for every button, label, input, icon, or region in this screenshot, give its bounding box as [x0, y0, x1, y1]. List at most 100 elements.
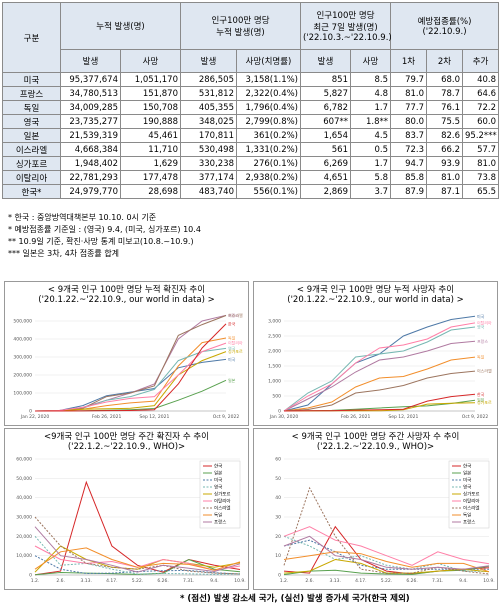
- series-line: [283, 539, 489, 570]
- chart: < 9개국 인구 100만 명당 누적 확진자 추이('20.1.22.~'22…: [13, 284, 243, 420]
- value-cell: 6,782: [300, 100, 351, 115]
- chart-title: ('22.1.2.~'22.10.9., WHO)>: [68, 442, 185, 452]
- value-cell: 77.7: [390, 100, 427, 115]
- table-row: 한국* 24,979,770 28,698 483,740 556(0.1%) 2,869…: [2, 184, 500, 199]
- value-cell: 330,238: [180, 156, 237, 171]
- note: ** 10.9일 기준, 확진·사망 통계 미보고(10.8.~10.9.): [8, 237, 194, 246]
- x-tick-label: 7.31.: [183, 578, 194, 584]
- value-cell: 81.0: [426, 170, 463, 185]
- line-label: 이스라엘: [228, 312, 243, 318]
- chart-panel: < 9개국 인구 100만 명당 주간 사망자 수 추이 ('22.1.2.~'2…: [253, 428, 498, 590]
- subheader-cell: 추가: [461, 49, 500, 73]
- chart-title: < 9개국 인구 100만 명당 주간 사망자 수 추이: [292, 431, 460, 442]
- y-tick-label: 100,000: [13, 391, 32, 397]
- header-row: 구분 누적 발생(명) 인구100만 명당 누적 발생(명) 인구100만 명당 최근…: [2, 2, 500, 73]
- header-cell: 예방접종률(%) ('22.10.9.): [389, 2, 500, 50]
- table-row: 이스라엘 4,668,384 11,710 530,498 1,331(0.2%) 561…: [2, 142, 500, 157]
- value-cell: 1,051,170: [120, 72, 181, 87]
- x-tick-label: Jan 22, 2020: [20, 414, 50, 420]
- subheader-cell: 1차: [390, 49, 427, 73]
- line-label: 독일: [228, 335, 236, 341]
- y-tick-label: 40: [275, 495, 281, 501]
- x-tick-label: 1.2.: [280, 578, 289, 584]
- value-cell: 34,009,285: [60, 100, 121, 115]
- x-tick-label: 6.26.: [406, 578, 417, 584]
- y-tick-label: 0: [278, 573, 281, 579]
- value-cell: 561: [300, 142, 351, 157]
- value-cell: 87.9: [390, 184, 427, 199]
- y-tick-label: 30,000: [16, 515, 32, 521]
- y-tick-label: 2,000: [268, 349, 281, 355]
- country-cell: 일본: [2, 128, 61, 143]
- value-cell: 40.8: [461, 72, 500, 87]
- x-tick-label: Jan 30, 2020: [269, 414, 299, 420]
- value-cell: 405,355: [180, 100, 237, 115]
- value-cell: 95,377,674: [60, 72, 121, 87]
- chart-title: < 9개국 인구 100만 명당 누적 사망자 추이: [297, 284, 454, 295]
- chart-panel: < 9개국 인구 100만 명당 누적 사망자 추이 ('20.1.22.~'22…: [253, 281, 498, 426]
- y-tick-label: 500,000: [13, 319, 32, 325]
- value-cell: 1,796(0.4%): [236, 100, 301, 115]
- chart-title: ('20.1.22.~'22.10.9., our world in data)…: [287, 295, 463, 305]
- chart-title: ('22.1.2.~'22.10.9., WHO)>: [317, 442, 434, 452]
- legend-label: 프랑스: [463, 519, 475, 526]
- subheader-cell: 사망(치명률): [236, 49, 301, 73]
- value-cell: 2,322(0.4%): [236, 86, 301, 101]
- subheader-cell: 2차: [426, 49, 463, 73]
- value-cell: 1.7: [350, 100, 391, 115]
- header-cell: 인구100만 명당 최근 7일 발생(명) ('22.10.3.~'22.10.…: [300, 2, 392, 50]
- value-cell: 190,888: [120, 114, 181, 129]
- footnote: * (점선) 발생 감소세 국가, (실선) 발생 증가세 국가(한국 제외): [180, 594, 410, 604]
- value-cell: 4,668,384: [60, 142, 121, 157]
- value-cell: 72.3: [390, 142, 427, 157]
- series-line: [283, 535, 490, 572]
- subheader-cell: 사망: [120, 49, 181, 73]
- value-cell: 34,780,513: [60, 86, 121, 101]
- chart: < 9개국 인구 100만 명당 누적 사망자 추이('20.1.22.~'22…: [268, 284, 492, 420]
- line-label: 싱가포르: [477, 399, 492, 405]
- x-tick-label: 9.4.: [210, 578, 219, 584]
- x-tick-label: 9.4.: [459, 578, 468, 584]
- y-tick-label: 400,000: [13, 337, 32, 343]
- chart: <9개국 인구 100만 명당 주간 확진자 수 추이('22.1.2.~'22…: [16, 431, 245, 584]
- line-label: 한국: [477, 391, 485, 397]
- table-row: 싱가포르 1,948,402 1,629 330,238 276(0.1%) 6,269 1…: [2, 156, 500, 171]
- series-line: [35, 379, 227, 412]
- legend-label: 일본: [214, 470, 222, 477]
- note: *** 일본은 3차, 4차 접종률 합계: [8, 249, 120, 258]
- value-cell: 150,708: [120, 100, 181, 115]
- series-line: [34, 526, 241, 573]
- series-line: [35, 323, 227, 412]
- y-tick-label: 2,500: [268, 334, 281, 340]
- subheader-cell: 사망: [350, 49, 391, 73]
- value-cell: 851: [300, 72, 351, 87]
- x-tick-label: 3.13.: [330, 578, 341, 584]
- value-cell: 3,158(1.1%): [236, 72, 301, 87]
- y-tick-label: 0: [29, 409, 32, 415]
- chart-panel: < 9개국 인구 100만 명당 누적 확진자 추이 ('20.1.22.~'22…: [4, 281, 249, 426]
- x-tick-label: Feb 26, 2021: [341, 414, 371, 420]
- series-line: [283, 486, 490, 575]
- value-cell: 3.7: [350, 184, 391, 199]
- x-tick-label: Sep 12, 2021: [139, 414, 169, 420]
- value-cell: 93.9: [426, 156, 463, 171]
- legend-label: 한국: [214, 464, 222, 470]
- value-cell: 276(0.1%): [236, 156, 301, 171]
- line-label: 일본: [228, 377, 236, 383]
- series-line: [34, 535, 241, 575]
- value-cell: 8.5: [350, 72, 391, 87]
- value-cell: 60.0: [461, 114, 500, 129]
- y-tick-label: 60,000: [16, 457, 32, 463]
- value-cell: 361(0.2%): [236, 128, 301, 143]
- legend-label: 싱가포르: [214, 491, 231, 498]
- legend-label: 한국: [463, 464, 471, 470]
- header-cell: 구분: [2, 2, 61, 73]
- value-cell: 79.7: [390, 72, 427, 87]
- value-cell: 1,654: [300, 128, 351, 143]
- x-tick-label: 1.2.: [31, 578, 40, 584]
- chart-title: <9개국 인구 100만 명당 주간 확진자 수 추이: [44, 431, 209, 442]
- value-cell: 4,651: [300, 170, 351, 185]
- notes: * 한국 : 중앙방역대책본부 10.10. 0시 기준 * 예방접종률 기준일 …: [8, 212, 201, 260]
- table-row: 프랑스 34,780,513 151,870 531,812 2,322(0.4%) 5,…: [2, 86, 500, 101]
- subheader-cell: 발생: [60, 49, 121, 73]
